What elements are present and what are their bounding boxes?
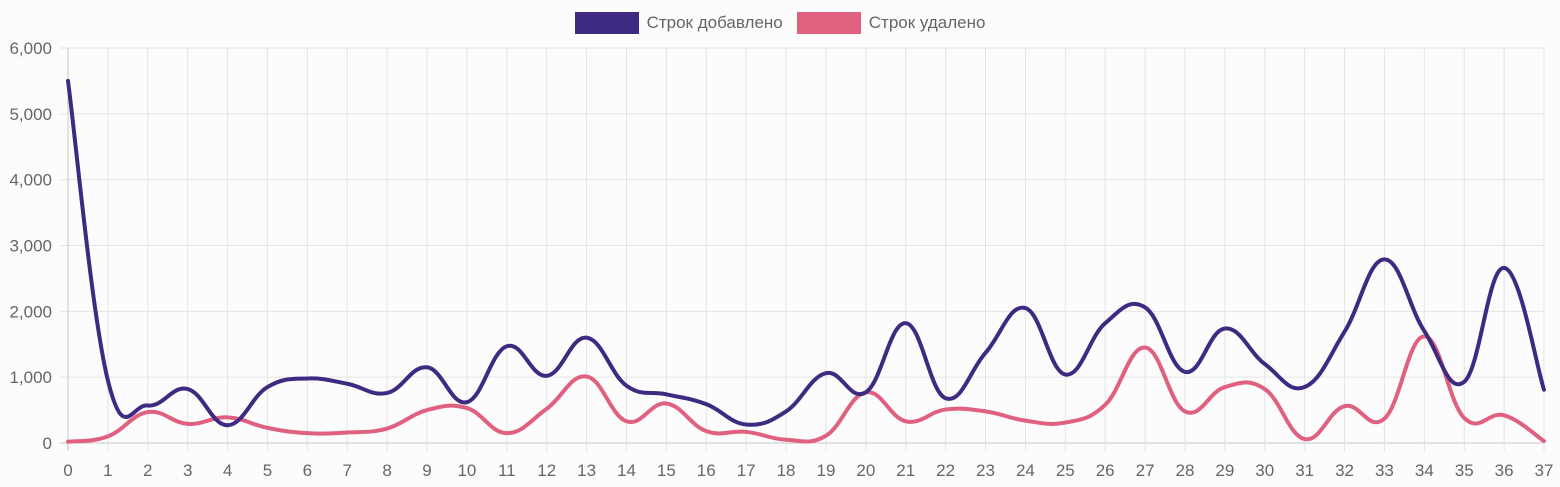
x-tick-label: 15 — [657, 461, 676, 480]
y-tick-label: 2,000 — [9, 302, 52, 321]
x-tick-label: 17 — [737, 461, 756, 480]
x-tick-label: 34 — [1415, 461, 1434, 480]
x-tick-label: 32 — [1335, 461, 1354, 480]
legend-swatch-removed — [796, 12, 861, 34]
x-tick-label: 11 — [498, 461, 516, 480]
x-tick-label: 27 — [1136, 461, 1155, 480]
x-tick-label: 7 — [343, 461, 352, 480]
y-tick-label: 0 — [43, 434, 52, 453]
x-tick-label: 4 — [223, 461, 232, 480]
x-tick-label: 24 — [1016, 461, 1035, 480]
y-tick-label: 6,000 — [9, 39, 52, 58]
legend-swatch-added — [574, 12, 639, 34]
x-tick-label: 12 — [537, 461, 556, 480]
x-tick-label: 23 — [976, 461, 995, 480]
legend-item-added[interactable]: Строк добавлено — [574, 12, 783, 34]
legend-item-removed[interactable]: Строк удалено — [796, 12, 986, 34]
x-tick-label: 28 — [1176, 461, 1195, 480]
x-tick-label: 18 — [777, 461, 796, 480]
x-tick-label: 30 — [1255, 461, 1274, 480]
y-tick-label: 4,000 — [9, 171, 52, 190]
x-tick-label: 6 — [303, 461, 312, 480]
legend-label-added: Строк добавлено — [646, 13, 783, 32]
x-tick-label: 14 — [617, 461, 636, 480]
x-tick-label: 5 — [263, 461, 272, 480]
x-tick-label: 1 — [103, 461, 112, 480]
y-tick-label: 1,000 — [9, 368, 52, 387]
series-line-added — [66, 78, 1546, 428]
x-tick-label: 13 — [577, 461, 596, 480]
x-tick-label: 16 — [697, 461, 716, 480]
legend-label-removed: Строк удалено — [868, 13, 986, 32]
legend: Строк добавлено Строк удалено — [0, 12, 1560, 34]
x-tick-label: 31 — [1295, 461, 1314, 480]
x-tick-label: 9 — [422, 461, 431, 480]
x-tick-label: 3 — [183, 461, 192, 480]
x-tick-label: 22 — [936, 461, 955, 480]
x-tick-label: 19 — [816, 461, 835, 480]
y-tick-label: 3,000 — [9, 237, 52, 256]
x-tick-label: 21 — [896, 461, 915, 480]
series-line-removed — [66, 334, 1546, 444]
x-tick-label: 25 — [1056, 461, 1075, 480]
x-tick-label: 29 — [1215, 461, 1234, 480]
x-tick-label: 8 — [382, 461, 391, 480]
x-tick-label: 20 — [856, 461, 875, 480]
x-tick-label: 2 — [143, 461, 152, 480]
x-tick-label: 33 — [1375, 461, 1394, 480]
x-tick-label: 0 — [63, 461, 72, 480]
x-tick-label: 10 — [457, 461, 476, 480]
x-tick-label: 36 — [1495, 461, 1514, 480]
x-tick-label: 35 — [1455, 461, 1474, 480]
x-tick-label: 37 — [1535, 461, 1554, 480]
y-tick-label: 5,000 — [9, 105, 52, 124]
x-tick-label: 26 — [1096, 461, 1115, 480]
